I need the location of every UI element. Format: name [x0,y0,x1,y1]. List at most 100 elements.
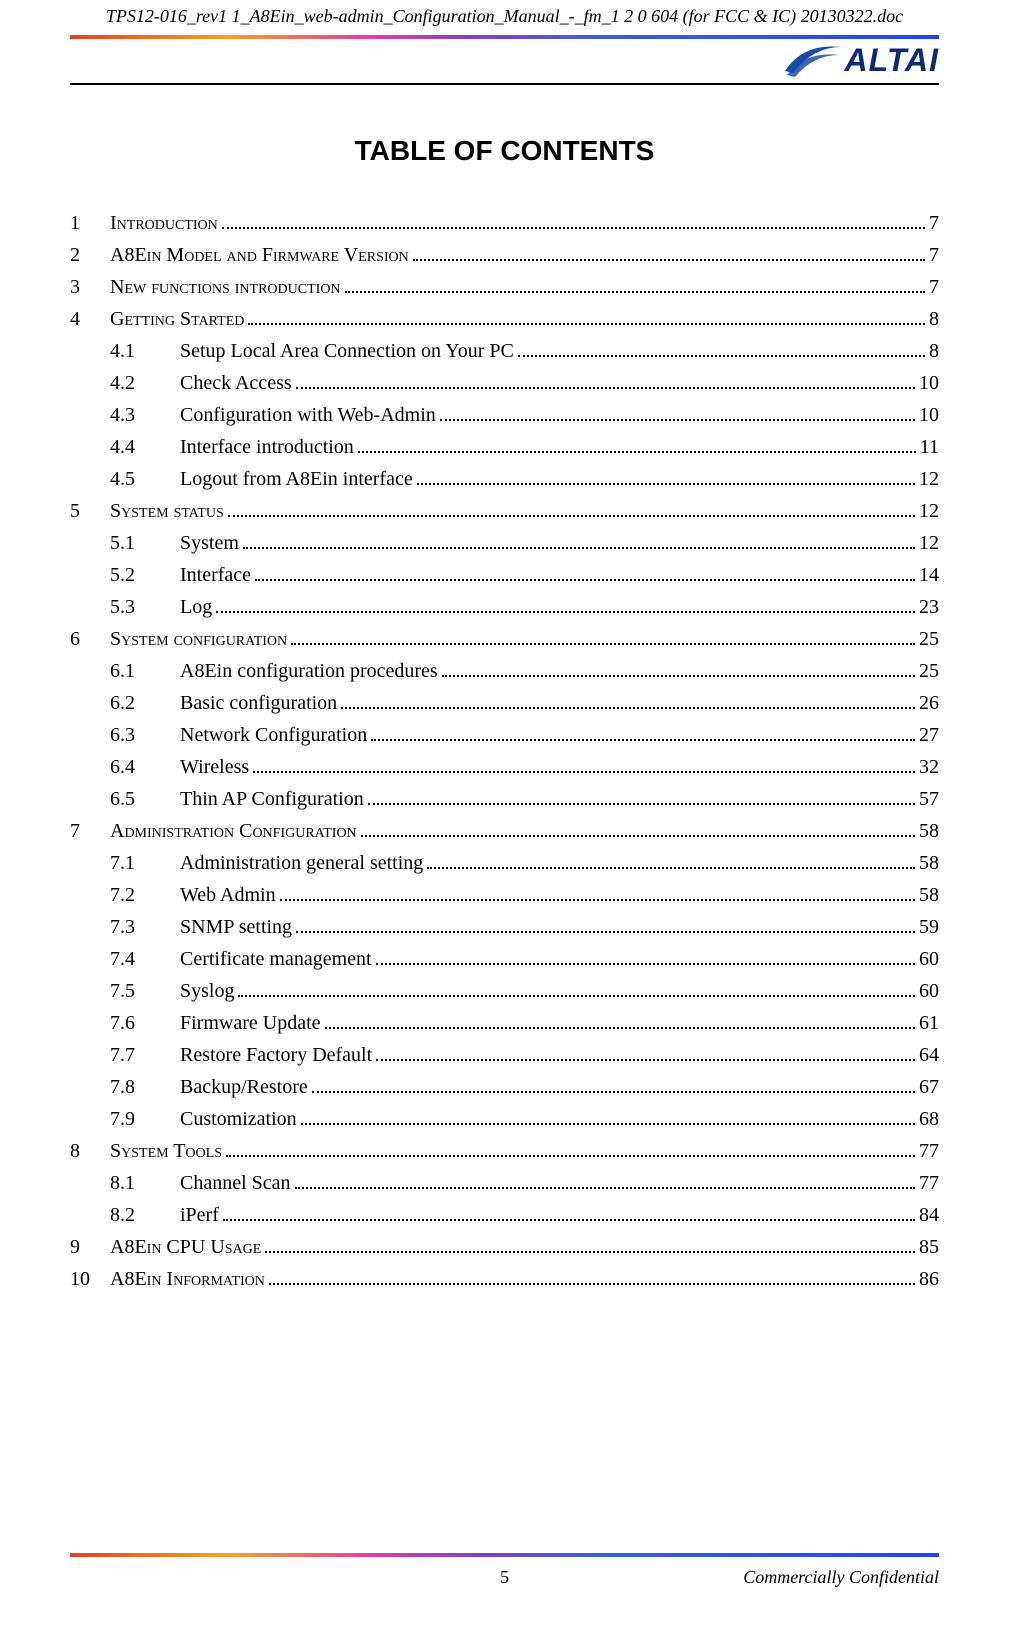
toc-entry-title: Administration Configuration [110,815,357,847]
toc-entry-number: 4 [70,303,110,335]
toc-entry-page: 57 [919,783,939,815]
toc-entry-page: 77 [919,1167,939,1199]
header-row: ALTAI [70,41,939,85]
toc-entry-page: 59 [919,911,939,943]
toc-entry: 5.2Interface14 [70,559,939,591]
toc-entry: 7.7 Restore Factory Default 64 [70,1039,939,1071]
toc-entry: 9A8Ein CPU Usage85 [70,1231,939,1263]
toc-leader-dots [243,529,915,549]
toc-entry-title: A8Ein Model and Firmware Version [110,239,409,271]
toc-entry: 7.3SNMP setting59 [70,911,939,943]
toc-entry: 7.6Firmware Update61 [70,1007,939,1039]
toc-entry: 7.5Syslog60 [70,975,939,1007]
toc-entry: 6System configuration25 [70,623,939,655]
toc-entry: 1Introduction7 [70,207,939,239]
toc-leader-dots [376,945,915,965]
toc-entry: 6.1A8Ein configuration procedures25 [70,655,939,687]
toc-entry: 3New functions introduction7 [70,271,939,303]
toc-entry-number: 6.2 [110,687,150,719]
toc-leader-dots [442,657,915,677]
toc-entry-page: 26 [919,687,939,719]
toc-leader-dots [269,1265,915,1285]
toc-entry-number: 6 [70,623,110,655]
toc-entry-number: 2 [70,239,110,271]
toc-entry: 7Administration Configuration58 [70,815,939,847]
toc-leader-dots [427,849,915,869]
toc-entry-title: Basic configuration [180,687,337,719]
toc-entry-title: Network Configuration [180,719,367,751]
toc-entry-page: 12 [919,527,939,559]
toc-entry: 4.4Interface introduction11 [70,431,939,463]
toc-leader-dots [255,561,915,581]
toc-leader-dots [296,369,915,389]
toc-entry-number: 8 [70,1135,110,1167]
toc-leader-dots [518,337,925,357]
toc-entry: 4Getting Started 8 [70,303,939,335]
toc-entry-title: Check Access [180,367,292,399]
toc-entry-page: 64 [919,1039,939,1071]
toc-entry-page: 77 [919,1135,939,1167]
toc-entry-number: 5.3 [110,591,150,623]
toc-entry: 4.3Configuration with Web-Admin10 [70,399,939,431]
logo-text: ALTAI [845,42,939,79]
toc-entry-page: 68 [919,1103,939,1135]
toc-entry-number: 8.1 [110,1167,150,1199]
toc-entry-title: Restore Factory Default [180,1039,372,1071]
toc-entry-number: 7 [70,815,110,847]
toc-leader-dots [413,241,925,261]
toc-entry-title: Syslog [180,975,234,1007]
toc-entry-number: 7.2 [110,879,150,911]
toc-leader-dots [228,497,915,517]
toc-entry-title: Channel Scan [180,1167,291,1199]
toc-entry-page: 84 [919,1199,939,1231]
toc-entry-title: Introduction [110,207,218,239]
toc-entry-number: 4.2 [110,367,150,399]
toc-entry-number: 7.5 [110,975,150,1007]
toc-entry: 7.1Administration general setting58 [70,847,939,879]
toc-entry-title: Backup/Restore [180,1071,308,1103]
toc-entry-number: 9 [70,1231,110,1263]
toc-entry-number: 7.7 [110,1039,150,1071]
toc-leader-dots [417,465,915,485]
toc-leader-dots [226,1137,915,1157]
page-title: TABLE OF CONTENTS [70,135,939,167]
toc-entry-number: 5.1 [110,527,150,559]
toc-entry: 7.2 Web Admin 58 [70,879,939,911]
toc-entry: 8System Tools 77 [70,1135,939,1167]
toc-entry: 6.4Wireless32 [70,751,939,783]
toc-entry-title: Web Admin [180,879,276,911]
toc-leader-dots [291,625,915,645]
document-page: TPS12-016_rev1 1_A8Ein_web-admin_Configu… [0,0,1009,1628]
toc-entry-number: 6.5 [110,783,150,815]
toc-entry: 5.3Log23 [70,591,939,623]
logo-swoosh-icon [783,41,843,79]
toc-entry-title: System Tools [110,1135,222,1167]
toc-entry-page: 67 [919,1071,939,1103]
toc-entry: 5System status12 [70,495,939,527]
toc-entry-page: 7 [929,239,939,271]
toc-entry-page: 8 [929,303,939,335]
toc-entry-page: 7 [929,207,939,239]
footer-page-number: 5 [70,1567,939,1588]
toc-entry-number: 5 [70,495,110,527]
toc-entry-page: 58 [919,879,939,911]
toc-entry-title: Getting Started [110,303,244,335]
toc-entry-title: iPerf [180,1199,219,1231]
toc-leader-dots [358,433,916,453]
toc-entry-title: System configuration [110,623,287,655]
table-of-contents: 1Introduction72A8Ein Model and Firmware … [70,207,939,1295]
toc-leader-dots [248,305,925,325]
toc-leader-dots [253,753,915,773]
toc-entry-number: 4.1 [110,335,150,367]
toc-entry-number: 4.3 [110,399,150,431]
toc-entry: 2A8Ein Model and Firmware Version 7 [70,239,939,271]
toc-entry: 6.5Thin AP Configuration57 [70,783,939,815]
toc-entry: 7.4Certificate management60 [70,943,939,975]
toc-entry-number: 7.8 [110,1071,150,1103]
toc-leader-dots [301,1105,915,1125]
toc-entry-page: 8 [929,335,939,367]
toc-entry-page: 86 [919,1263,939,1295]
toc-leader-dots [312,1073,915,1093]
toc-leader-dots [361,817,915,837]
toc-entry-title: Firmware Update [180,1007,321,1039]
